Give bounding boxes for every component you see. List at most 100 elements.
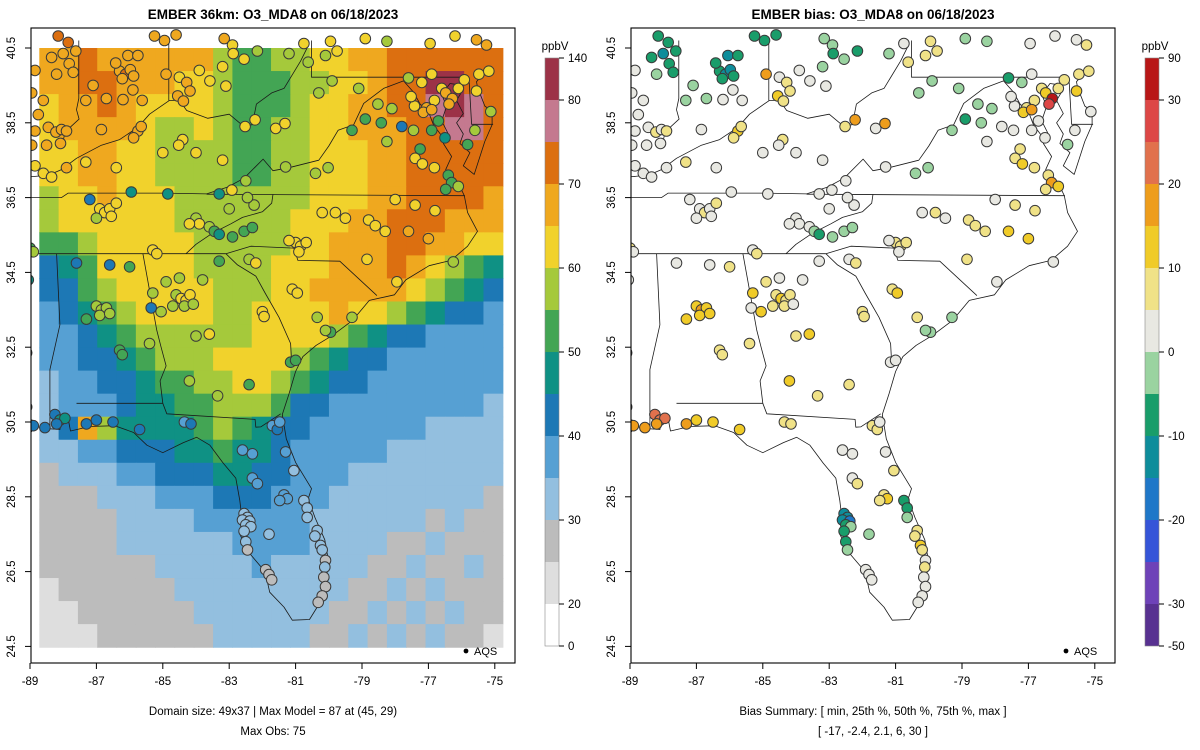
raster-cell xyxy=(367,163,388,187)
station-dot xyxy=(283,47,295,60)
station-dot xyxy=(631,160,641,172)
raster-cell xyxy=(290,393,311,418)
raster-cell xyxy=(290,255,311,280)
station-dot xyxy=(716,72,729,85)
raster-cell xyxy=(58,347,79,372)
raster-cell xyxy=(425,416,446,441)
raster-cell xyxy=(348,601,369,625)
raster-cell xyxy=(348,508,369,533)
raster-cell xyxy=(483,393,504,418)
station-dot xyxy=(183,218,196,230)
raster-cell xyxy=(116,624,137,648)
raster-cell xyxy=(483,485,504,510)
station-dot xyxy=(1024,37,1036,50)
raster-cell xyxy=(116,508,137,533)
raster-cell xyxy=(39,255,60,280)
station-dot xyxy=(251,477,264,490)
colorbar-segment xyxy=(1145,562,1159,604)
station-dot xyxy=(359,113,372,125)
station-dot xyxy=(772,139,785,151)
station-dot xyxy=(687,79,699,92)
station-dot xyxy=(352,82,365,95)
raster-cell xyxy=(444,48,465,72)
station-dot xyxy=(31,419,40,432)
raster-cell xyxy=(444,508,465,533)
station-dot xyxy=(722,49,734,62)
raster-cell xyxy=(386,601,407,625)
raster-cell xyxy=(406,393,427,418)
station-dot xyxy=(31,403,33,411)
station-dot xyxy=(439,183,452,196)
station-dot xyxy=(31,348,33,357)
colorbar-tick-label: -20 xyxy=(1168,515,1185,527)
raster-cell xyxy=(213,117,234,141)
station-dot xyxy=(447,256,460,268)
station-dot xyxy=(1028,161,1041,174)
y-tick-label: 26.5 xyxy=(606,560,618,582)
raster-cell xyxy=(309,186,330,210)
bias-caption-line2: [ -17, -2.4, 2.1, 6, 30 ] xyxy=(818,726,928,738)
raster-cell xyxy=(386,209,407,233)
station-dot xyxy=(80,156,92,168)
station-dot xyxy=(793,64,806,77)
station-dot xyxy=(707,416,719,428)
raster-cell xyxy=(367,347,388,372)
station-dot xyxy=(1085,105,1097,118)
raster-cell xyxy=(193,94,214,118)
raster-cell xyxy=(77,117,98,141)
raster-cell xyxy=(39,485,60,510)
raster-cell xyxy=(77,347,98,372)
y-tick-label: 32.5 xyxy=(606,336,618,358)
raster-cell xyxy=(328,140,349,164)
raster-cell xyxy=(213,439,234,464)
station-dot xyxy=(840,175,852,187)
station-dot xyxy=(912,596,925,609)
station-dot xyxy=(172,139,185,151)
station-dot xyxy=(273,494,286,507)
station-dot xyxy=(31,87,38,99)
station-dot xyxy=(640,139,653,151)
colorbar-segment xyxy=(1145,100,1159,142)
station-dot xyxy=(375,117,388,129)
raster-cell xyxy=(77,462,98,487)
raster-cell xyxy=(251,324,272,349)
raster-cell xyxy=(464,232,485,256)
raster-cell xyxy=(193,370,214,395)
station-dot xyxy=(302,56,315,69)
colorbar-tick-label: 20 xyxy=(568,599,581,611)
station-dot xyxy=(57,47,70,60)
x-tick-label: -85 xyxy=(154,676,171,688)
station-dot xyxy=(873,416,886,428)
raster-cell xyxy=(290,439,311,464)
raster-cell xyxy=(193,601,214,625)
raster-cell xyxy=(406,601,427,625)
station-dot xyxy=(901,511,914,524)
raster-cell xyxy=(406,416,427,441)
station-dot xyxy=(826,231,839,243)
raster-cell xyxy=(367,140,388,164)
x-tick-label: -79 xyxy=(354,676,371,688)
y-tick-label: 40.5 xyxy=(6,37,18,59)
raster-cell xyxy=(77,508,98,533)
x-tick-label: -79 xyxy=(954,676,971,688)
station-dot xyxy=(391,276,403,288)
station-dot xyxy=(727,70,740,82)
raster-cell xyxy=(193,462,214,487)
station-dot xyxy=(414,143,426,155)
raster-cell xyxy=(193,232,214,256)
station-dot xyxy=(300,236,313,249)
station-dot xyxy=(283,234,295,247)
raster-cell xyxy=(39,186,60,210)
station-dot xyxy=(204,75,216,87)
raster-cell xyxy=(213,624,234,648)
raster-cell xyxy=(213,278,234,303)
raster-cell xyxy=(271,554,291,579)
station-dot xyxy=(110,197,123,209)
raster-cell xyxy=(464,94,485,118)
station-dot xyxy=(319,324,332,337)
station-dot xyxy=(288,464,300,477)
station-dot xyxy=(846,221,859,234)
raster-cell xyxy=(328,370,349,395)
station-dot xyxy=(223,203,235,215)
raster-cell xyxy=(348,278,369,303)
